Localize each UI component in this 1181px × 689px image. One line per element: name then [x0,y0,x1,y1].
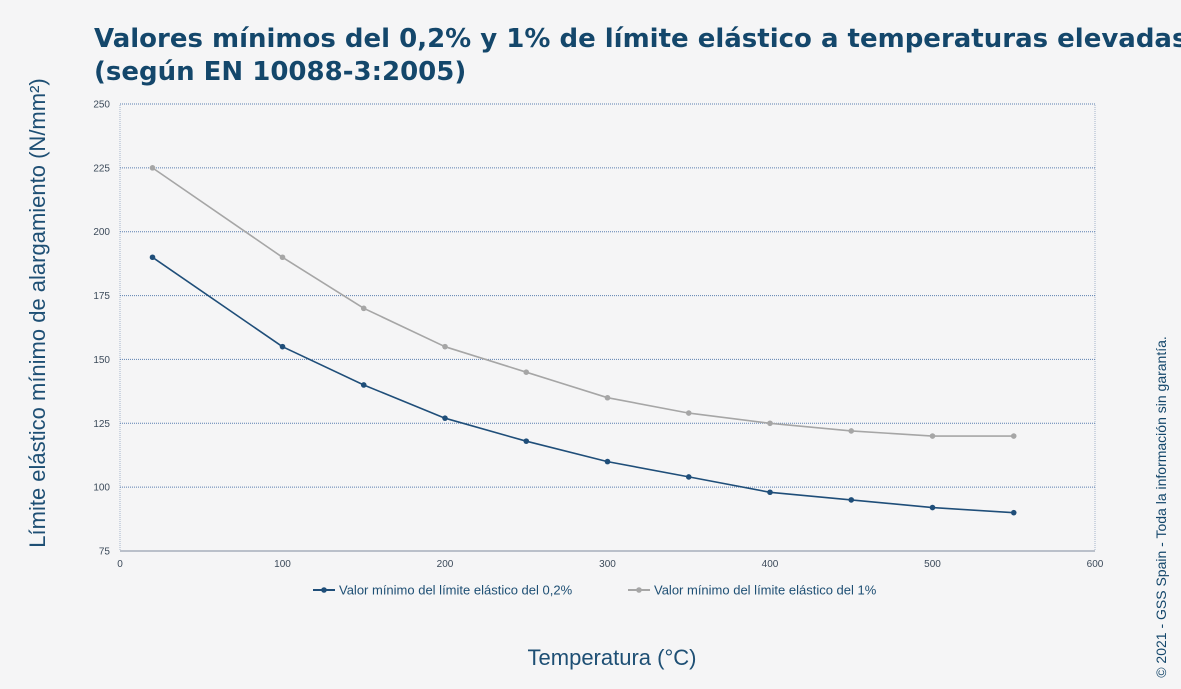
grid-lines [120,103,1095,552]
y-tick-label: 100 [93,483,110,494]
data-point [149,254,156,261]
x-tick-label: 600 [1087,559,1104,570]
x-tick-label: 200 [437,559,454,570]
y-tick-label: 200 [93,227,110,238]
legend-item: Valor mínimo del límite elástico del 0,2… [313,583,573,598]
y-axis-ticks: 75 100 125 150 175 200 225 250 [93,100,110,558]
x-axis-ticks: 0 100 200 300 400 500 600 [117,559,1104,570]
data-point [685,474,692,480]
y-tick-label: 150 [93,355,110,366]
legend-label: Valor mínimo del límite elástico del 0,2… [339,583,573,598]
x-tick-label: 400 [762,559,779,570]
data-point [1010,433,1017,439]
data-point [848,497,855,503]
legend-item: Valor mínimo del límite elástico del 1% [628,583,877,598]
legend-swatch-marker [321,587,327,593]
plot-border [119,103,1096,552]
data-point [685,410,692,416]
data-point [604,394,611,401]
series-line [152,167,1014,437]
data-point [523,369,530,376]
series [149,254,1017,516]
data-point [929,433,936,439]
data-point [848,428,855,434]
data-point [360,382,367,388]
y-tick-label: 250 [93,100,110,111]
legend-swatch-marker [636,587,642,593]
data-point [442,415,448,421]
data-point [279,254,286,261]
data-point [929,504,936,511]
legend-label: Valor mínimo del límite elástico del 1% [654,583,877,598]
data-point [523,438,530,444]
data-point [767,489,773,496]
x-tick-label: 0 [117,559,123,570]
data-point [442,343,448,350]
data-point [149,165,156,171]
chart-title: Valores mínimos del 0,2% y 1% de límite … [94,24,1181,54]
y-tick-label: 175 [93,291,110,302]
data-point [1010,509,1017,516]
data-point [604,458,611,465]
y-tick-label: 75 [99,547,111,558]
y-tick-label: 125 [93,419,110,430]
data-point [767,420,773,427]
y-tick-label: 225 [93,163,110,174]
x-tick-label: 500 [924,559,941,570]
data-point [279,343,286,350]
series [149,165,1017,439]
data-point [360,305,367,312]
chart-subtitle: (según EN 10088-3:2005) [94,57,466,87]
x-tick-label: 100 [274,559,291,570]
plot-area [119,103,1096,552]
x-axis-title: Temperatura (°C) [528,645,697,670]
legend: Valor mínimo del límite elástico del 0,2… [313,583,877,598]
copyright-notice: © 2021 - GSS Spain - Toda la información… [1153,336,1169,678]
x-tick-label: 300 [599,559,616,570]
y-axis-title: Límite elástico mínimo de alargamiento (… [25,78,50,547]
series-group [149,165,1017,516]
